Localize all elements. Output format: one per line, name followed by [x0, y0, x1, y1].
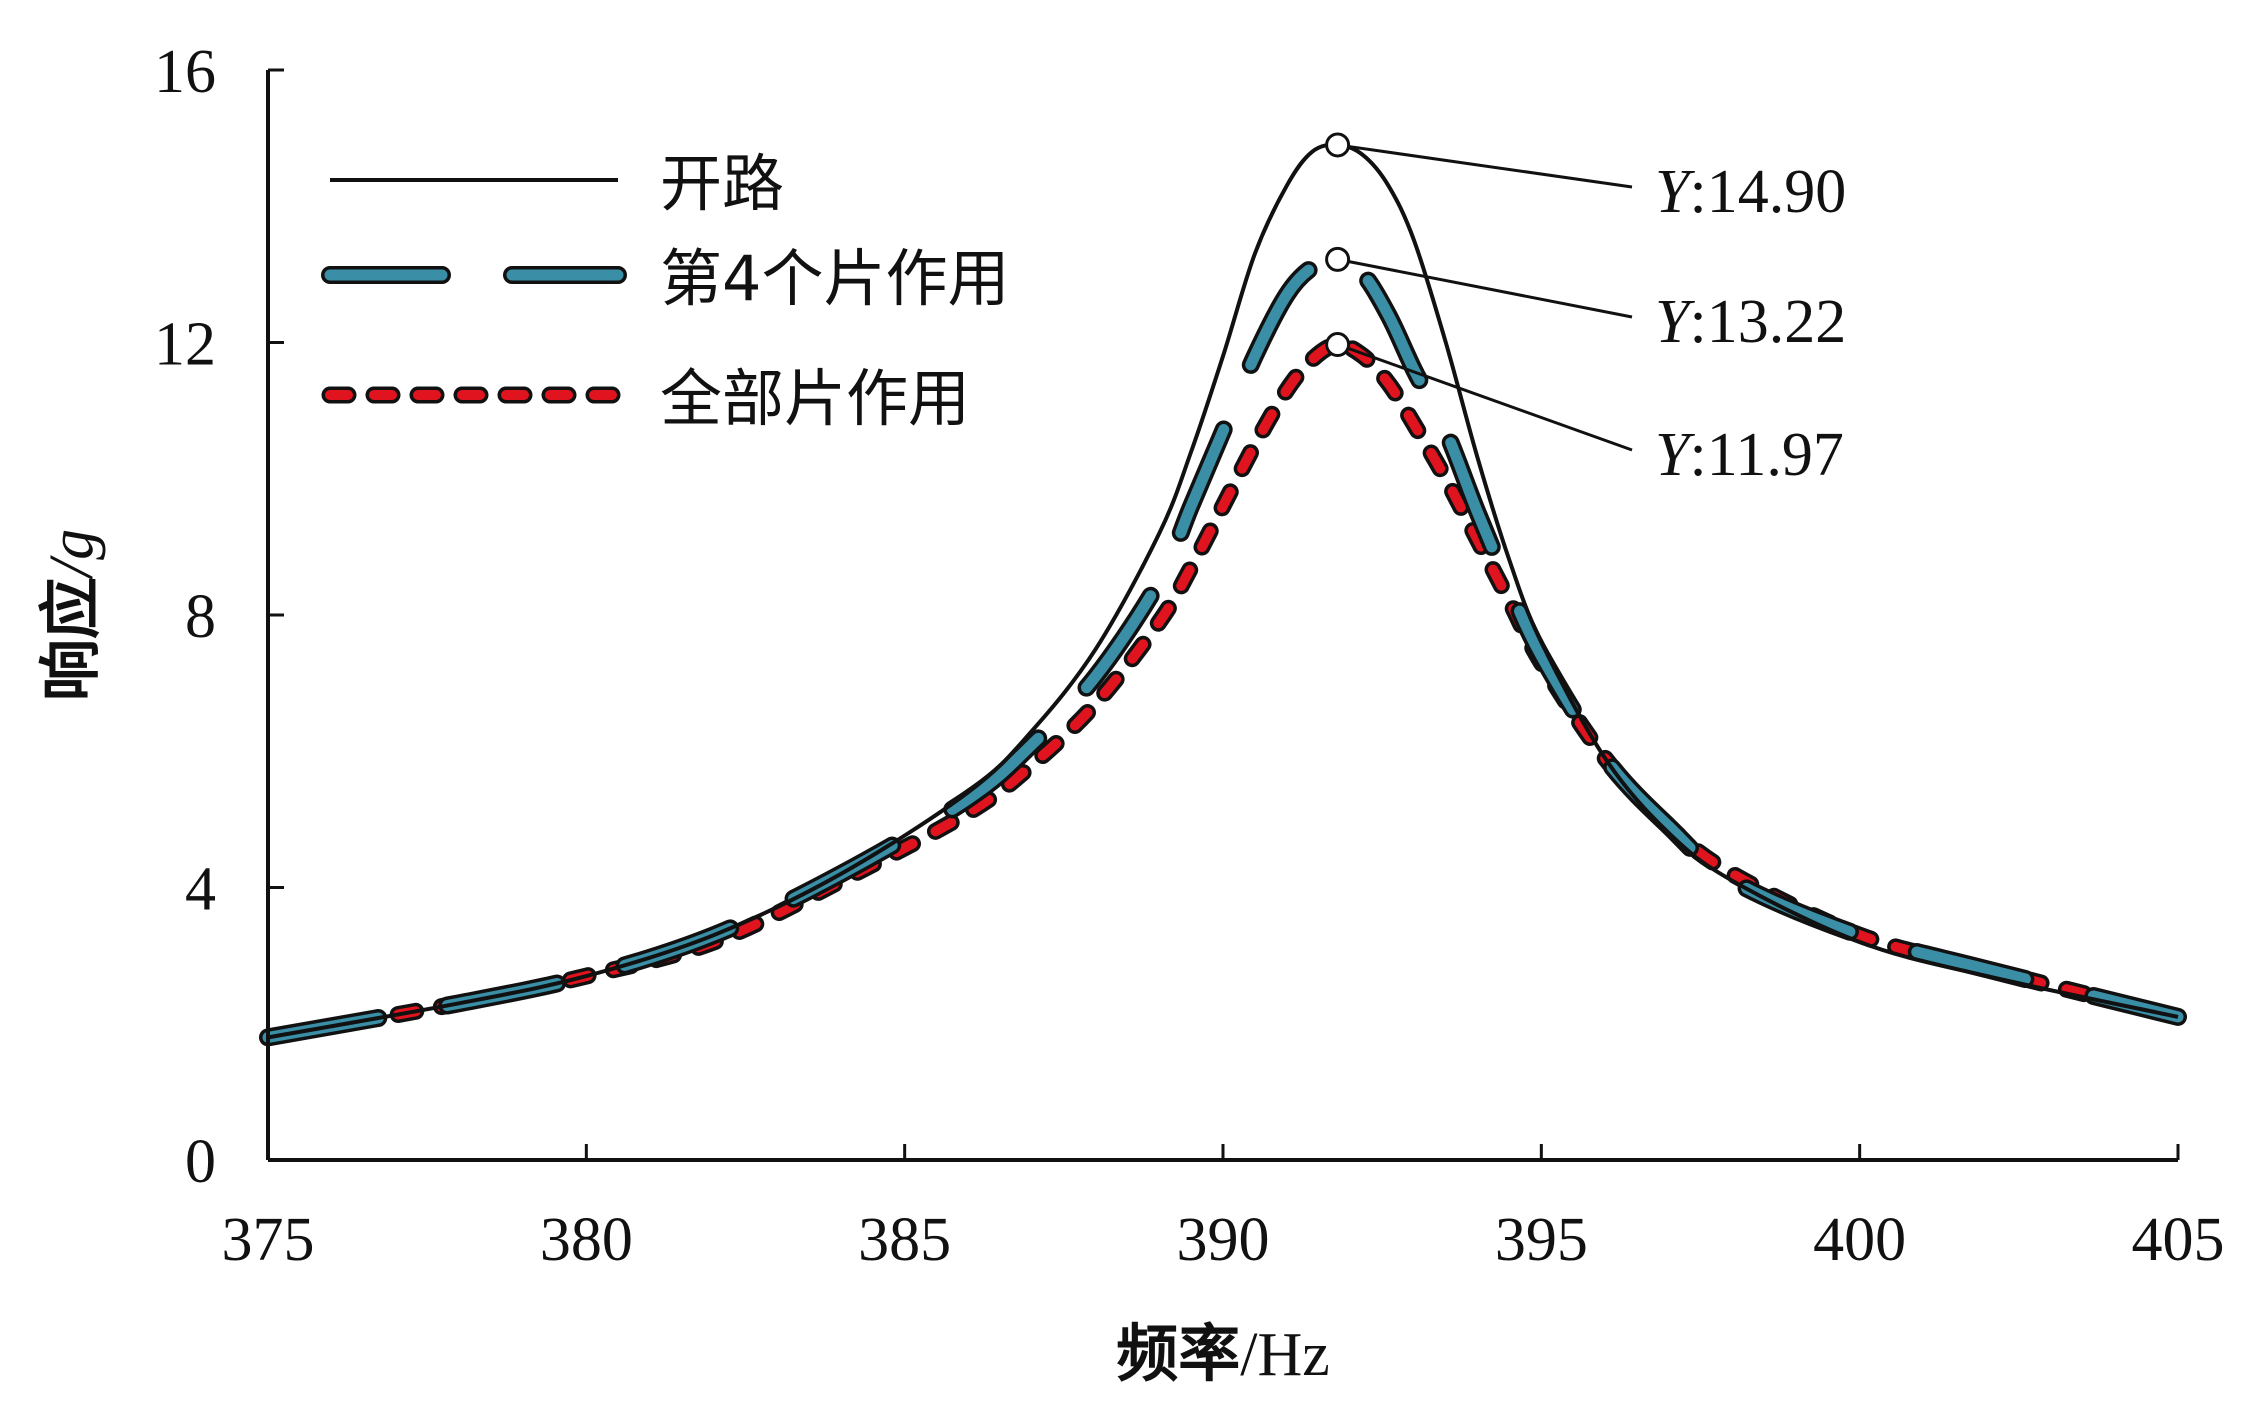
legend-label-all-pieces: 全部片作用: [660, 362, 970, 435]
y-axis-title-main: 响应: [34, 577, 107, 701]
x-tick-label: 395: [1495, 1206, 1588, 1274]
x-tick-label: 390: [1177, 1206, 1270, 1274]
y-axis-title-unit: /g: [38, 529, 106, 580]
annotation-prefix: Y: [1655, 288, 1695, 356]
y-axis-title: 响应/g: [34, 529, 107, 701]
annotation-label: Y:11.97: [1655, 421, 1844, 489]
legend: 开路 第4个片作用 全部片作用: [321, 147, 1009, 435]
x-tick-label: 385: [858, 1206, 951, 1274]
x-tick-label: 380: [540, 1206, 633, 1274]
peak-marker: [1325, 246, 1351, 272]
legend-label-open-circuit: 开路: [660, 147, 784, 220]
plot-lines: [259, 142, 2187, 1047]
y-tick-label: 0: [185, 1128, 216, 1196]
y-tick-label: 8: [185, 583, 216, 651]
x-ticks: 375 380 385 390 395 400 405: [222, 1144, 2225, 1274]
annotation-value: :14.90: [1689, 158, 1846, 226]
peak-marker: [1325, 132, 1351, 158]
series-line-piece4-outline: [259, 250, 2187, 1047]
annotation-leader-line: [1337, 143, 1633, 189]
annotation-value: :11.97: [1689, 421, 1843, 489]
x-tick-label: 405: [2132, 1206, 2225, 1274]
axes: [266, 70, 2178, 1162]
legend-label-piece4: 第4个片作用: [660, 242, 1009, 315]
series-line-open-circuit: [267, 142, 2179, 1040]
x-tick-label: 375: [222, 1206, 315, 1274]
annotation-value: :13.22: [1689, 288, 1846, 356]
annotation-leader-line: [1337, 343, 1633, 452]
series-line-piece4: [262, 253, 2184, 1043]
peak-marker: [1325, 332, 1351, 358]
x-tick-label: 400: [1813, 1206, 1906, 1274]
x-axis-title-main: 频率: [1116, 1317, 1240, 1390]
annotation-prefix: Y: [1655, 421, 1695, 489]
annotations: Y:14.90Y:13.22Y:11.97: [1325, 132, 1846, 489]
y-tick-label: 16: [154, 38, 216, 106]
annotation-label: Y:13.22: [1655, 288, 1846, 356]
x-axis-title-unit: /Hz: [1240, 1321, 1330, 1389]
annotation-label: Y:14.90: [1655, 158, 1846, 226]
annotation-prefix: Y: [1655, 158, 1695, 226]
y-ticks: 0 4 8 12 16: [154, 38, 284, 1196]
annotation-leader-line: [1337, 257, 1633, 319]
y-tick-label: 12: [154, 311, 216, 379]
x-axis-title: 频率/Hz: [1116, 1317, 1330, 1390]
y-tick-label: 4: [185, 856, 216, 924]
